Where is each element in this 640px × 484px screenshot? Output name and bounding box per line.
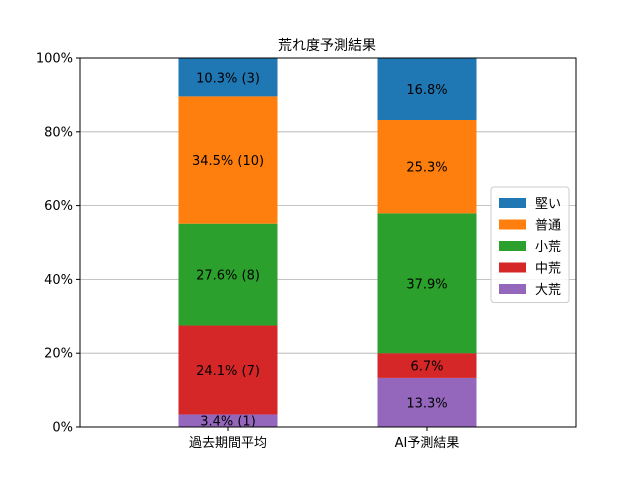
- legend-swatch: [499, 284, 526, 294]
- bar-segment: [178, 325, 278, 415]
- bar-segment: [178, 223, 278, 326]
- y-tick-label: 0%: [52, 421, 73, 436]
- x-tick-label: AI予測結果: [395, 436, 460, 451]
- data-label: 34.5% (10): [192, 154, 264, 169]
- data-label: 16.8%: [406, 83, 447, 98]
- chart-title: 荒れ度予測結果: [278, 38, 376, 54]
- y-tick-label: 80%: [44, 125, 73, 140]
- legend-swatch: [499, 262, 526, 273]
- data-labels: 3.4% (1) 24.1% (7) 27.6% (8) 34.5% (10) 10.3…: [192, 71, 448, 429]
- data-label: 10.3% (3): [196, 71, 260, 86]
- y-tick-label: 100%: [36, 52, 73, 67]
- data-label: 3.4% (1): [200, 415, 256, 430]
- bar-segment: [178, 96, 278, 224]
- bar-segment: [178, 58, 278, 97]
- bar-segments: [178, 58, 477, 427]
- data-label: 25.3%: [406, 161, 447, 176]
- y-tick-label: 20%: [44, 347, 73, 362]
- data-label: 27.6% (8): [196, 269, 260, 284]
- data-label: 6.7%: [410, 360, 443, 375]
- legend-swatch: [499, 198, 526, 208]
- bar-segment: [377, 58, 477, 120]
- y-axis: 0% 20% 40% 60% 80% 100%: [36, 52, 80, 436]
- legend-swatch: [499, 219, 526, 230]
- data-label: 37.9%: [406, 277, 447, 292]
- legend-label: 普通: [535, 219, 561, 234]
- y-tick-label: 40%: [44, 273, 73, 288]
- y-tick-label: 60%: [44, 199, 73, 214]
- plot-frame: [79, 57, 577, 428]
- bar-segment: [377, 213, 477, 354]
- bar-segment: [377, 377, 477, 427]
- x-tick-label: 過去期間平均: [189, 436, 267, 451]
- bar-segment: [377, 119, 477, 214]
- legend-box: [490, 186, 570, 303]
- bar-segment: [377, 353, 477, 378]
- x-axis: 過去期間平均 AI予測結果: [189, 427, 459, 451]
- bar-segment: [178, 414, 278, 427]
- legend-swatch: [499, 241, 526, 251]
- legend-label: 小荒: [535, 240, 561, 255]
- legend-label: 中荒: [535, 262, 561, 277]
- data-label: 24.1% (7): [196, 364, 260, 379]
- legend-label: 大荒: [535, 283, 561, 298]
- data-label: 13.3%: [406, 396, 447, 411]
- legend-label: 堅い: [535, 197, 561, 212]
